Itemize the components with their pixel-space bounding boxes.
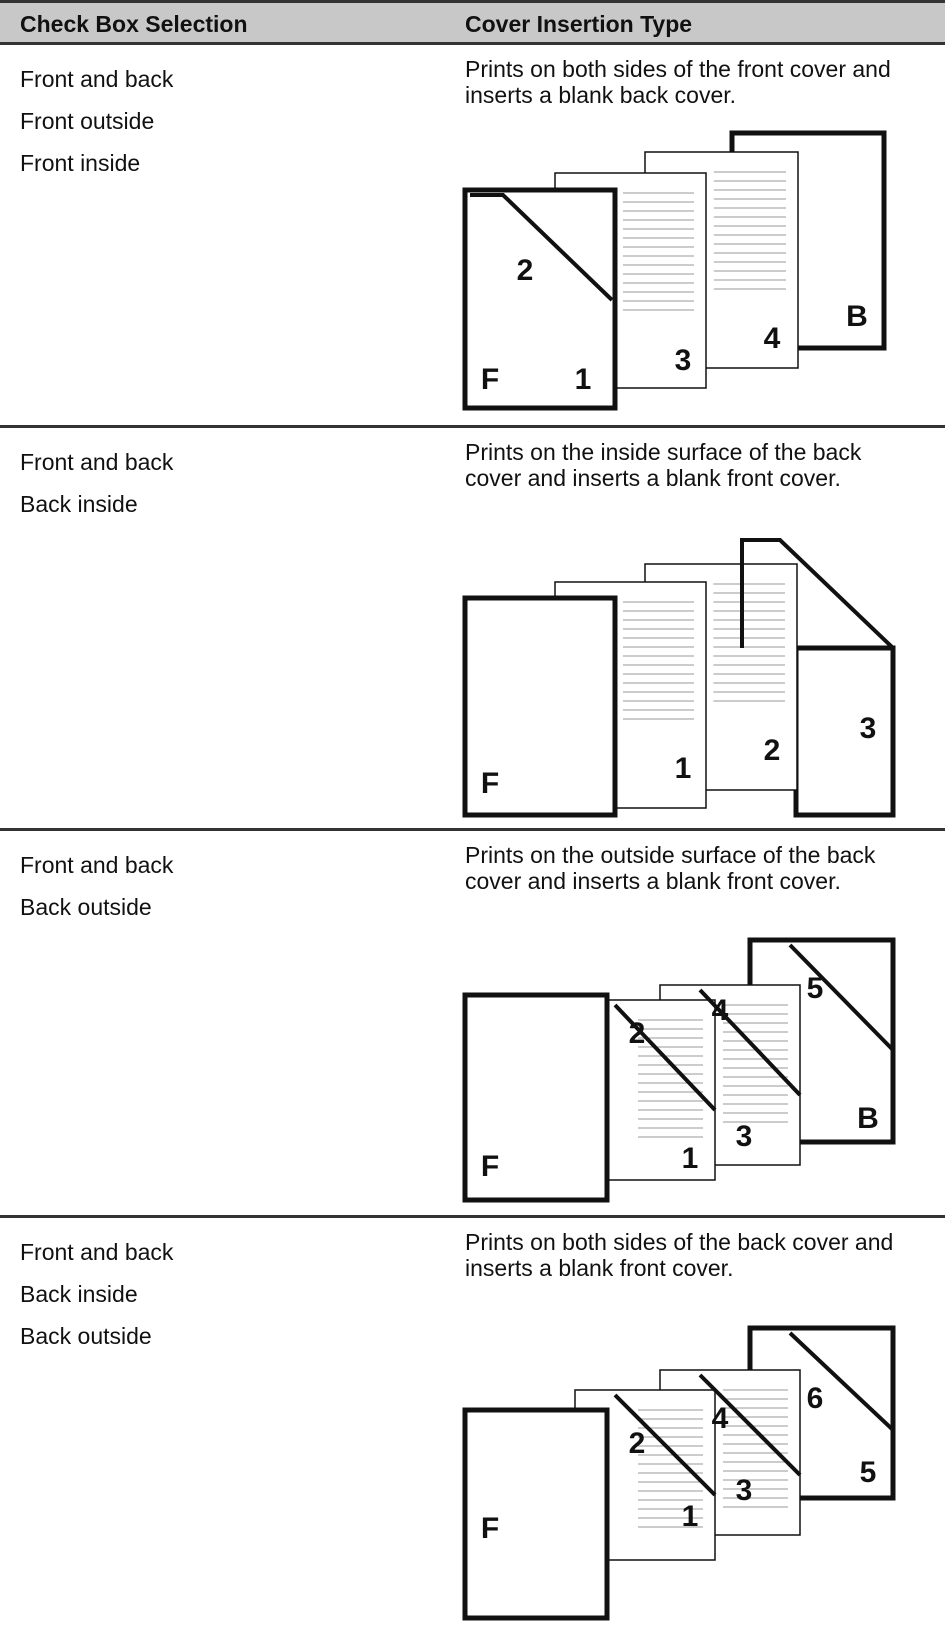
description: Prints on the inside surface of the back… bbox=[465, 439, 862, 491]
selection: Front and back bbox=[20, 1239, 174, 1265]
header-cell: Check Box Selection bbox=[20, 11, 248, 37]
figure-label: F bbox=[481, 767, 499, 800]
figure-label: 6 bbox=[807, 1382, 824, 1415]
fold bbox=[740, 538, 895, 650]
fold bbox=[470, 193, 614, 302]
fold bbox=[613, 1393, 717, 1497]
fold bbox=[788, 1331, 895, 1432]
selection: Back inside bbox=[20, 1281, 138, 1307]
selection: Front and back bbox=[20, 66, 174, 92]
figure-label: 1 bbox=[682, 1500, 699, 1533]
fold bbox=[698, 988, 802, 1097]
selection: Back outside bbox=[20, 1323, 152, 1349]
table-row: Front and back Back outside Prints on the … bbox=[0, 828, 945, 1215]
selection: Front inside bbox=[20, 150, 141, 176]
figure-label: 2 bbox=[764, 734, 781, 767]
table-row: Front and back Back inside Back outside Pri… bbox=[0, 1215, 945, 1645]
figure-label: 2 bbox=[517, 254, 534, 287]
table-header: Check Box Selection Cover Insertion Type bbox=[0, 0, 945, 45]
figure-label: 3 bbox=[736, 1474, 753, 1507]
figure-label: 3 bbox=[736, 1120, 753, 1153]
figure-label: 5 bbox=[807, 972, 824, 1005]
figure-label: B bbox=[857, 1102, 879, 1135]
page bbox=[793, 645, 896, 818]
figure-label: B bbox=[846, 300, 868, 333]
selection-list: Front and back Front outside Front inside bbox=[20, 58, 173, 184]
description: Prints on both sides of the back cover a… bbox=[465, 1229, 894, 1281]
figure-label: 5 bbox=[860, 1456, 877, 1489]
selection: Back inside bbox=[20, 491, 138, 517]
fold bbox=[698, 1373, 802, 1477]
figure-label: 4 bbox=[712, 1402, 729, 1435]
page bbox=[462, 1407, 610, 1621]
figure-label: 1 bbox=[682, 1142, 699, 1175]
selection: Front and back bbox=[20, 449, 174, 475]
figure-label: 4 bbox=[712, 994, 729, 1027]
description: Prints on the outside surface of the bac… bbox=[465, 842, 876, 894]
figure-label: 1 bbox=[675, 752, 692, 785]
page bbox=[462, 595, 618, 818]
table-row: Front and back Front outside Front inside P… bbox=[0, 45, 945, 425]
figure-label: 1 bbox=[575, 363, 592, 396]
figure-label: 2 bbox=[629, 1427, 646, 1460]
selection: Front and back bbox=[20, 852, 174, 878]
fold bbox=[788, 943, 895, 1052]
selection: Back outside bbox=[20, 894, 152, 920]
selection-list: Front and back Back outside bbox=[20, 844, 173, 928]
header-cell: Cover Insertion Type bbox=[465, 11, 693, 37]
selection-list: Front and back Back inside Back outside bbox=[20, 1231, 173, 1357]
table-row: Front and back Back inside Prints on the i… bbox=[0, 425, 945, 828]
page bbox=[462, 187, 618, 411]
description: Prints on both sides of the front cover … bbox=[465, 56, 891, 108]
figure-label: F bbox=[481, 1512, 499, 1545]
figure-label: 4 bbox=[764, 322, 781, 355]
page bbox=[462, 992, 610, 1203]
selection: Front outside bbox=[20, 108, 155, 134]
selection-list: Front and back Back inside bbox=[20, 441, 173, 525]
figure-label: 3 bbox=[675, 344, 692, 377]
figure-label: F bbox=[481, 1150, 499, 1183]
figure-label: 2 bbox=[629, 1017, 646, 1050]
fold bbox=[613, 1003, 717, 1112]
figure-label: F bbox=[481, 363, 499, 396]
figure-label: 3 bbox=[860, 712, 877, 745]
